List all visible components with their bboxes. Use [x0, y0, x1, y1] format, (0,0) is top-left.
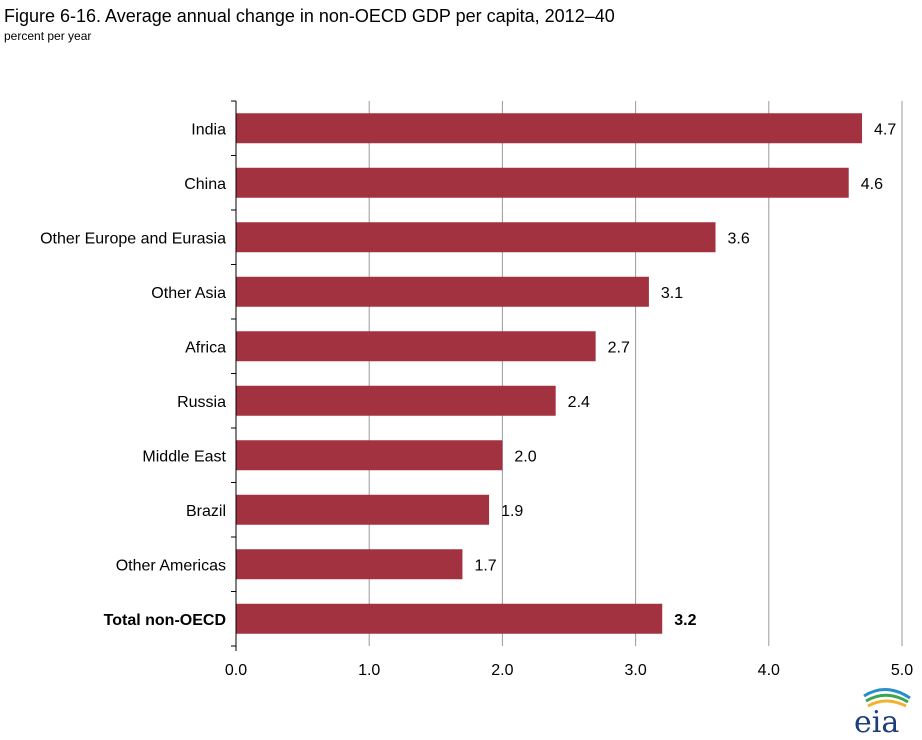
category-label-9: Total non-OECD [104, 612, 226, 629]
value-label-5: 2.4 [568, 394, 590, 411]
value-label-7: 1.9 [501, 503, 523, 520]
category-label-5: Russia [177, 394, 226, 411]
category-label-8: Other Americas [116, 557, 226, 574]
category-label-0: India [191, 121, 226, 138]
category-label-7: Brazil [186, 503, 226, 520]
value-label-1: 4.6 [861, 176, 883, 193]
bar-9 [236, 603, 663, 634]
x-tick-label-2: 2.0 [491, 662, 513, 679]
value-label-6: 2.0 [514, 448, 536, 465]
value-label-2: 3.6 [728, 230, 750, 247]
x-tick-label-0: 0.0 [225, 662, 247, 679]
x-tick-label-3: 3.0 [624, 662, 646, 679]
value-label-8: 1.7 [474, 557, 496, 574]
eia-logo-text: eia [854, 705, 899, 736]
value-label-9: 3.2 [674, 612, 696, 629]
x-tick-label-4: 4.0 [758, 662, 780, 679]
bar-5 [236, 385, 556, 416]
bar-2 [236, 222, 716, 253]
value-label-3: 3.1 [661, 285, 683, 302]
bar-4 [236, 331, 596, 362]
category-label-6: Middle East [142, 448, 226, 465]
bar-7 [236, 494, 490, 525]
value-label-4: 2.7 [608, 339, 630, 356]
chart-title: Figure 6-16. Average annual change in no… [4, 6, 615, 26]
category-label-4: Africa [185, 339, 226, 356]
value-label-0: 4.7 [874, 121, 896, 138]
category-label-1: China [184, 176, 226, 193]
eia-logo: eia [854, 688, 911, 736]
bar-0 [236, 113, 863, 144]
chart-subtitle: percent per year [4, 29, 92, 43]
x-tick-label-5: 5.0 [891, 662, 913, 679]
category-label-2: Other Europe and Eurasia [40, 230, 226, 247]
bar-3 [236, 276, 649, 307]
category-label-3: Other Asia [151, 285, 226, 302]
bar-1 [236, 167, 849, 198]
bar-6 [236, 440, 503, 471]
bar-8 [236, 549, 463, 580]
x-tick-label-1: 1.0 [358, 662, 380, 679]
